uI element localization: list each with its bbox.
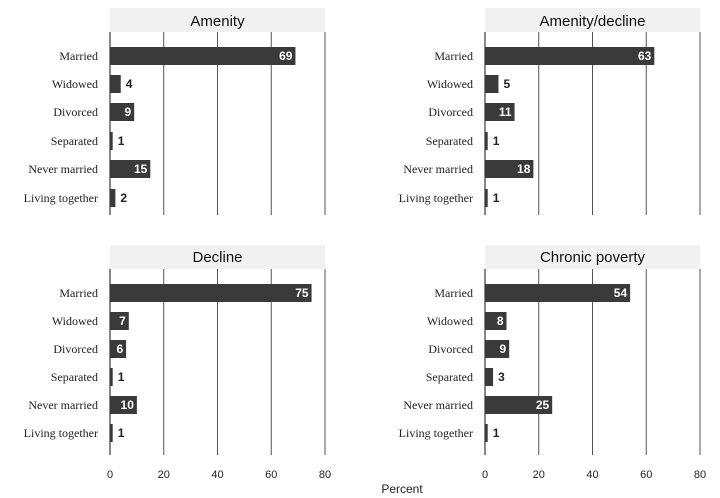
value-label-living-together: 1	[493, 426, 500, 440]
value-label-widowed: 4	[126, 77, 133, 91]
value-label-married: 69	[279, 49, 293, 63]
bar-divorced	[485, 340, 510, 358]
value-label-widowed: 7	[119, 314, 126, 328]
bar-separated	[485, 132, 488, 150]
category-label-divorced: Divorced	[53, 342, 98, 356]
bar-living-together	[110, 189, 116, 207]
category-label-separated: Separated	[426, 134, 473, 148]
category-label-living-together: Living together	[399, 191, 473, 205]
value-label-living-together: 2	[120, 191, 127, 205]
category-label-never-married: Never married	[403, 162, 473, 176]
bar-separated	[485, 368, 494, 386]
bar-widowed	[485, 312, 507, 330]
category-label-living-together: Living together	[24, 426, 98, 440]
x-tick-label: 60	[640, 469, 652, 481]
value-label-never-married: 10	[121, 398, 135, 412]
value-label-divorced: 6	[116, 342, 123, 356]
category-label-divorced: Divorced	[428, 105, 473, 119]
bar-divorced	[485, 103, 515, 121]
value-label-never-married: 18	[517, 162, 531, 176]
bar-divorced	[110, 103, 135, 121]
category-label-living-together: Living together	[399, 426, 473, 440]
bar-living-together	[110, 424, 113, 442]
bar-widowed	[485, 75, 499, 93]
x-tick-label: 0	[107, 469, 113, 481]
value-label-divorced: 11	[499, 105, 512, 119]
x-tick-label: 20	[158, 469, 170, 481]
panel-title: Chronic poverty	[540, 249, 646, 266]
category-label-never-married: Never married	[28, 162, 98, 176]
bar-never-married	[485, 160, 534, 178]
x-tick-label: 40	[586, 469, 598, 481]
category-label-widowed: Widowed	[52, 77, 98, 91]
value-label-married: 63	[638, 49, 652, 63]
panel-title: Decline	[192, 249, 242, 266]
x-tick-label: 80	[694, 469, 706, 481]
x-tick-label: 40	[211, 469, 223, 481]
title-strip	[110, 245, 325, 269]
title-strip	[110, 8, 325, 32]
bar-married	[110, 284, 312, 302]
value-label-never-married: 25	[536, 398, 550, 412]
category-label-divorced: Divorced	[428, 342, 473, 356]
category-label-never-married: Never married	[403, 398, 473, 412]
chart-panel-chronic-poverty: Chronic poverty 0 20 40 60 80 Married 54 Widowed…	[399, 245, 706, 481]
bar-never-married	[485, 396, 553, 414]
panel-title: Amenity	[190, 13, 245, 30]
category-label-separated: Separated	[51, 370, 98, 384]
value-label-living-together: 1	[118, 426, 125, 440]
value-label-living-together: 1	[493, 191, 500, 205]
value-label-widowed: 8	[497, 314, 504, 328]
category-label-widowed: Widowed	[427, 77, 473, 91]
chart-panel-amenity-decline: Amenity/decline Married 63 Widowed 5 Divorced…	[399, 8, 701, 215]
x-tick-label: 60	[265, 469, 277, 481]
value-label-separated: 3	[498, 370, 505, 384]
bar-married	[485, 284, 631, 302]
bar-divorced	[110, 340, 127, 358]
value-label-divorced: 9	[125, 105, 132, 119]
panel-title: Amenity/decline	[540, 13, 646, 30]
bar-living-together	[485, 189, 488, 207]
bar-married	[110, 47, 296, 65]
category-label-married: Married	[434, 49, 473, 63]
bar-widowed	[110, 75, 121, 93]
value-label-separated: 1	[118, 370, 125, 384]
category-label-separated: Separated	[426, 370, 473, 384]
value-label-separated: 1	[493, 134, 500, 148]
bar-living-together	[485, 424, 488, 442]
value-label-separated: 1	[118, 134, 125, 148]
bar-widowed	[110, 312, 129, 330]
category-label-divorced: Divorced	[53, 105, 98, 119]
chart-panel-amenity: Amenity Married 69 Widowed 4 Divorced 9 Separat…	[24, 8, 326, 215]
value-label-married: 54	[614, 286, 628, 300]
bar-separated	[110, 132, 113, 150]
chart-panel-decline: Decline 0 20 40 60 80 Married 75 Widowed 7 Divorce…	[24, 245, 331, 481]
value-label-never-married: 15	[134, 162, 148, 176]
category-label-widowed: Widowed	[427, 314, 473, 328]
bar-married	[485, 47, 655, 65]
x-tick-label: 80	[319, 469, 331, 481]
category-label-separated: Separated	[51, 134, 98, 148]
title-strip	[485, 245, 700, 269]
category-label-widowed: Widowed	[52, 314, 98, 328]
value-label-widowed: 5	[503, 77, 510, 91]
category-label-married: Married	[59, 286, 98, 300]
x-tick-label: 0	[482, 469, 488, 481]
category-label-married: Married	[59, 49, 98, 63]
category-label-living-together: Living together	[24, 191, 98, 205]
title-strip	[485, 8, 700, 32]
x-tick-label: 20	[533, 469, 545, 481]
bar-never-married	[110, 396, 137, 414]
category-label-never-married: Never married	[28, 398, 98, 412]
bar-separated	[110, 368, 113, 386]
bar-never-married	[110, 160, 151, 178]
x-axis-label: Percent	[381, 482, 423, 496]
category-label-married: Married	[434, 286, 473, 300]
value-label-married: 75	[295, 286, 309, 300]
value-label-divorced: 9	[500, 342, 507, 356]
